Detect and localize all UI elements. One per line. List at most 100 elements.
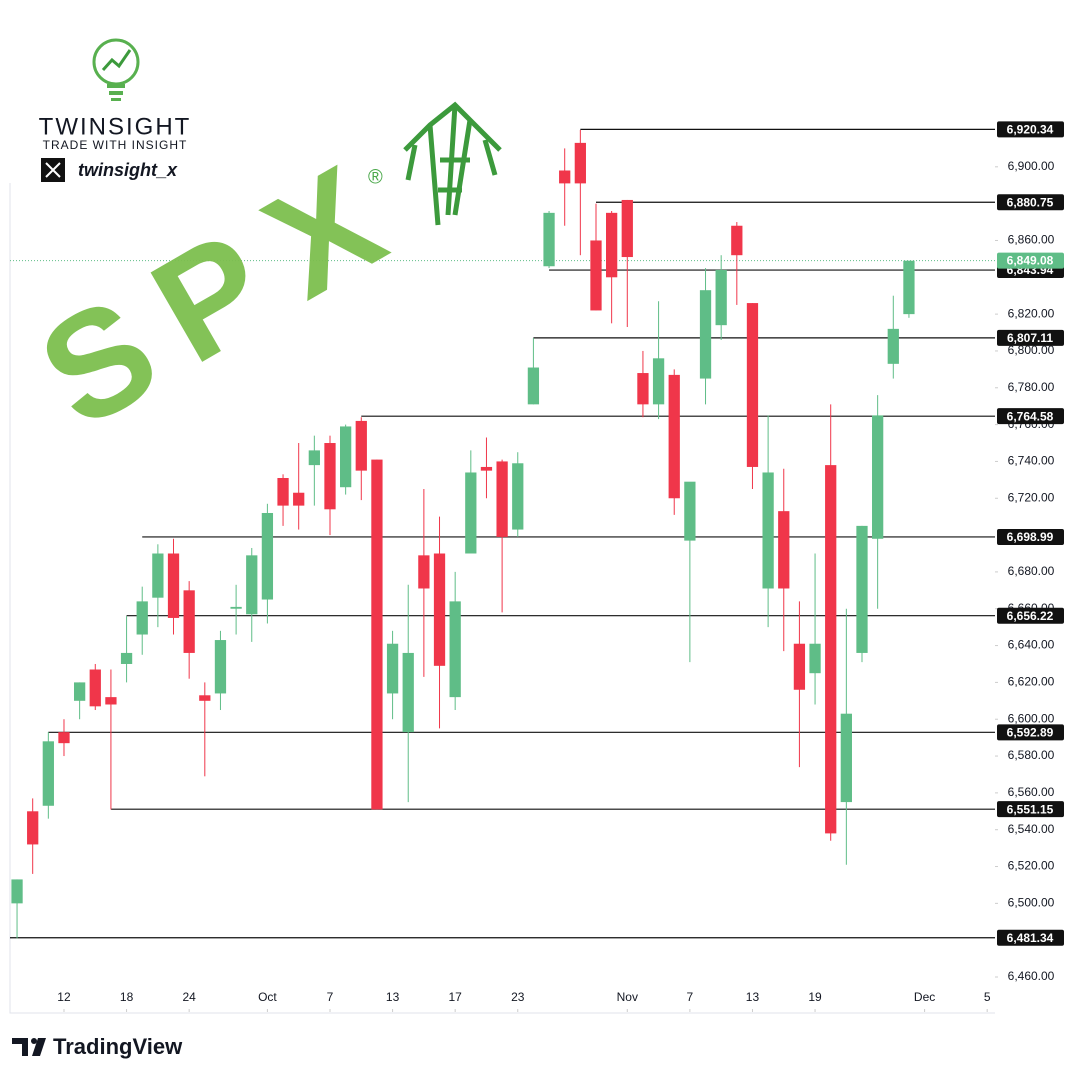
candle-body [340,426,352,488]
candle-body [371,459,383,810]
level-label-box [997,929,1064,946]
x-tick-label: 13 [746,990,760,1004]
y-tick-label: 6,800.00 [1008,343,1055,357]
candle-body [668,374,680,499]
candle-body [480,466,493,471]
candle-body [449,601,461,698]
candle-body [58,732,70,744]
brand-handle: twinsight_x [78,160,178,180]
candle-body [825,465,837,834]
candle-body [73,682,86,701]
candle-body [42,741,54,806]
candle-body [590,240,602,311]
candle-body [762,472,774,589]
y-tick-label: 6,780.00 [1008,380,1055,394]
candle-body [355,420,367,471]
candle-body [496,461,508,537]
brand-name: TWINSIGHT [39,113,192,140]
candle-body [105,697,117,705]
candle-body [324,443,336,510]
y-tick-label: 6,460.00 [1008,969,1055,983]
candle-body [872,415,884,539]
level-label-box [997,121,1064,138]
candle-body [621,199,633,258]
candle-body [433,553,446,666]
level-label: 6,551.15 [1007,802,1054,816]
candle-body [699,290,712,379]
candle-body [652,358,665,405]
level-label: 6,807.11 [1007,331,1053,345]
candle-body [386,643,399,694]
candle-body [840,713,852,803]
x-tick-label: 7 [327,990,334,1004]
y-tick-label: 6,520.00 [1008,859,1055,873]
level-label-box [997,194,1064,211]
brand-tagline: TRADE WITH INSIGHT [43,138,188,152]
candle-body [167,553,180,618]
level-label: 6,764.58 [1007,409,1054,423]
candle-body [559,170,571,184]
level-label-box [997,724,1064,741]
candle-body [11,879,23,904]
level-label: 6,880.75 [1007,195,1054,209]
candle-body [89,669,101,707]
x-tick-label: 23 [511,990,525,1004]
x-tick-label: 7 [687,990,694,1004]
x-icon-glyph [45,162,61,178]
candle-body [715,269,727,326]
y-tick-label: 6,540.00 [1008,822,1055,836]
level-label: 6,656.22 [1007,609,1054,623]
candle-body [152,553,164,598]
chart-frame [9,183,995,1014]
registered-mark: ® [368,166,383,188]
footer-logo [12,1038,46,1056]
y-tick-label: 6,820.00 [1008,306,1055,320]
y-tick-label: 6,560.00 [1008,785,1055,799]
level-label: 6,481.34 [1007,931,1054,945]
candle-body [230,606,242,609]
candle-body [136,601,148,635]
candle-body [512,463,524,530]
candle-body [214,640,227,694]
level-label-box [997,528,1064,545]
x-tick-label: 12 [57,990,71,1004]
x-tick-label: Nov [617,990,638,1004]
level-label-box [997,329,1064,346]
level-label-box [997,408,1064,425]
footer: TradingView [53,1034,183,1059]
last-price-box [997,252,1064,269]
candle-body [27,811,39,845]
candle-body [684,481,696,541]
candle-body [574,142,586,184]
candle-body [261,512,274,600]
x-tick-label: 24 [182,990,196,1004]
y-tick-label: 6,900.00 [1008,159,1055,173]
bull-icon [403,101,502,226]
plot: 6,460.00 6,500.00 6,520.00 6,540.00 6,560.00… [10,121,1064,1012]
candle-body [402,652,414,733]
candle-body [277,478,289,506]
candle-body [637,373,649,405]
candle-body [543,212,555,267]
y-tick-label: 6,500.00 [1008,896,1055,910]
logo [92,38,140,101]
candle-body [246,555,258,615]
candle-body [465,472,477,554]
y-tick-label: 6,740.00 [1008,454,1055,468]
x-tick-label: 5 [984,990,991,1004]
candle-body [731,225,743,256]
y-tick-label: 6,720.00 [1008,490,1055,504]
x-tick-label: 13 [386,990,400,1004]
candle-body [606,212,618,278]
level-label-box [997,801,1064,818]
x-tick-label: 17 [448,990,462,1004]
candle-body [903,260,915,315]
candle-body [793,643,806,690]
x-tick-label: 18 [120,990,134,1004]
candle-body [778,511,790,589]
x-tick-label: Dec [914,990,935,1004]
y-tick-label: 6,600.00 [1008,711,1055,725]
candle-body [527,367,540,405]
candle-body [293,492,305,506]
